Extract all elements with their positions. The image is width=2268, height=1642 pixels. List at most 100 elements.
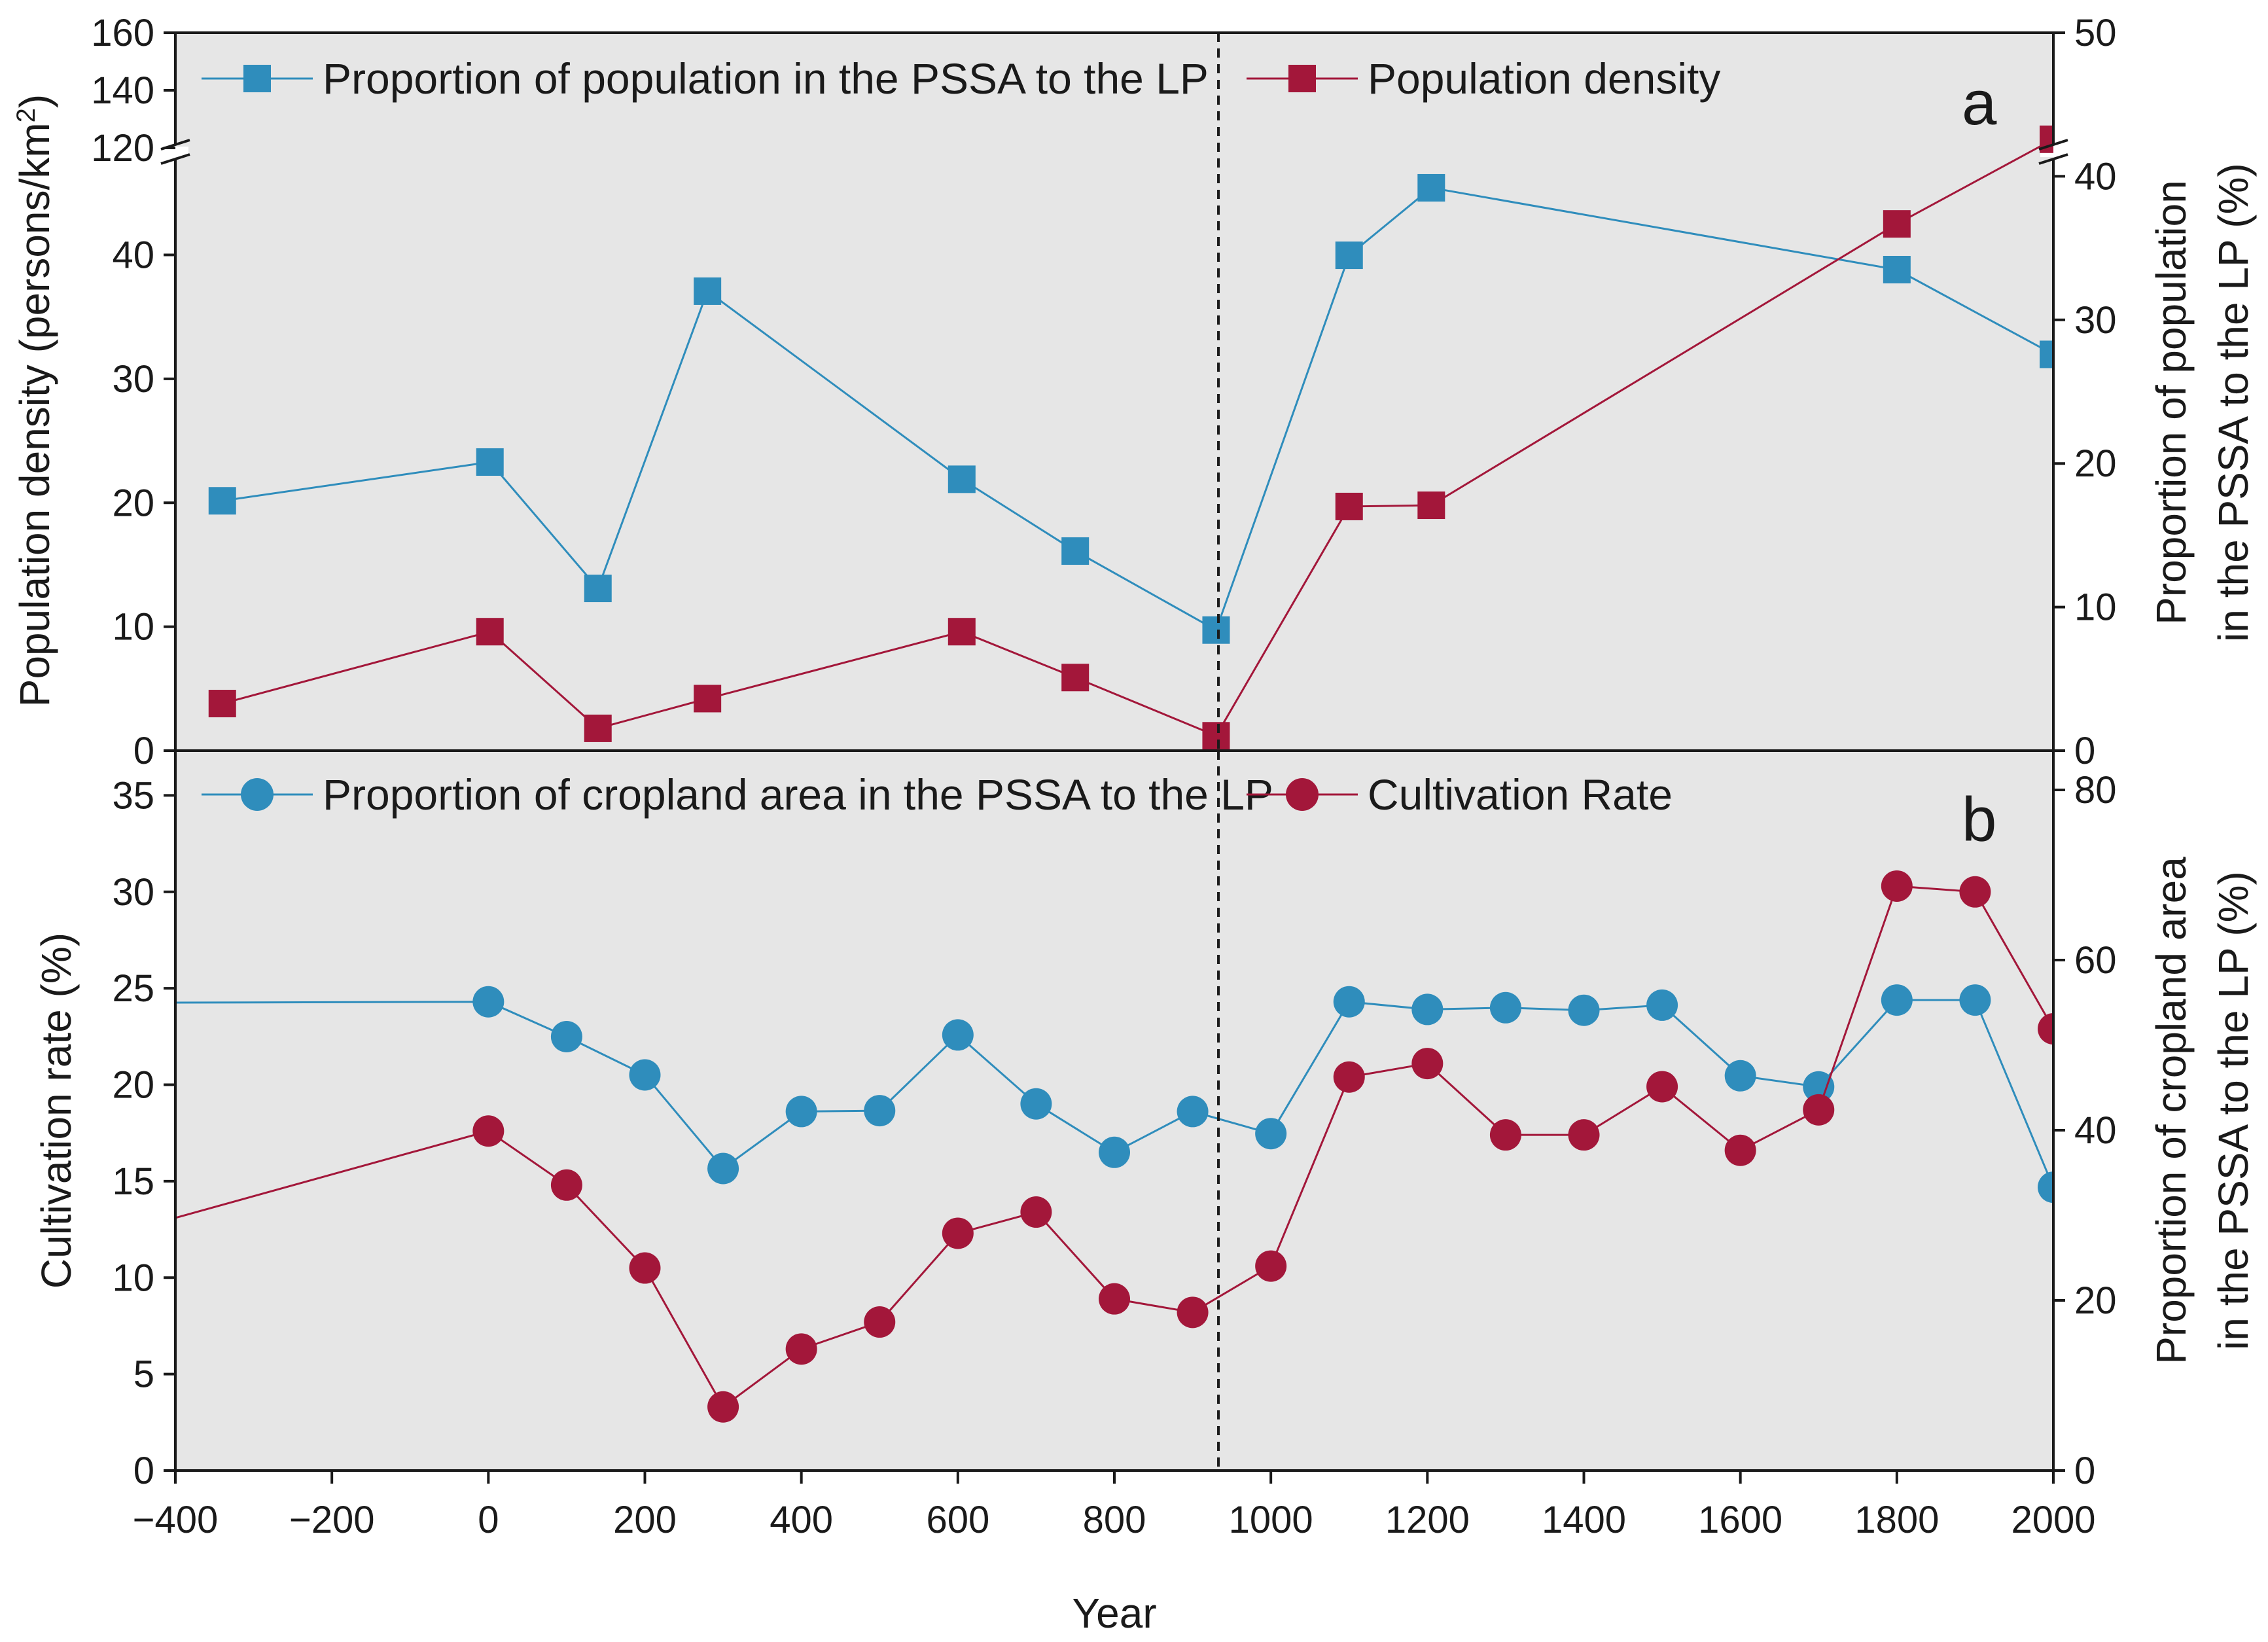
data-point-a-1	[694, 685, 722, 713]
panel-b-right-tick-label: 20	[2074, 1279, 2117, 1322]
data-point-b-0	[1881, 984, 1913, 1016]
data-point-b-1	[1411, 1048, 1444, 1080]
axis-break-mark-left	[160, 153, 190, 165]
axes: 0102030401201401600102030405005101520253…	[91, 12, 2116, 1541]
data-point-a-1	[1202, 722, 1230, 750]
legend-red-circle-marker	[1286, 778, 1319, 811]
panel-a-left-axis-title: Population density (persons/km2)	[11, 94, 58, 707]
panel-label-b: b	[1962, 785, 1996, 855]
ylabel-a-close: )	[11, 94, 58, 108]
data-point-b-0	[1803, 1071, 1835, 1103]
panel-a-right-tick-label: 50	[2074, 12, 2117, 54]
data-point-a-1	[208, 690, 236, 718]
x-tick-label: −200	[289, 1499, 375, 1541]
data-point-b-1	[1255, 1250, 1287, 1282]
x-tick-label: −400	[133, 1499, 219, 1541]
panel-a-series	[208, 125, 2053, 750]
data-point-b-0	[472, 986, 505, 1018]
x-axis-title: Year	[1072, 1590, 1156, 1637]
panel-a-left-tick-label: 30	[112, 358, 154, 401]
axis-break-mark-right	[2038, 153, 2068, 165]
data-point-b-1	[550, 1169, 582, 1201]
data-point-a-1	[948, 618, 976, 646]
legend-label-cultivation-rate: Cultivation Rate	[1368, 770, 1673, 819]
panel-b-right-tick-label: 80	[2074, 769, 2117, 812]
panel-b-left-tick-label: 35	[112, 774, 154, 817]
data-point-b-1	[1333, 1061, 1365, 1093]
legend-blue-circle-marker	[241, 778, 274, 811]
panel-b-left-tick-label: 30	[112, 871, 154, 914]
ylabel-a-superscript: 2	[12, 108, 41, 122]
panel-b-left-tick-label: 10	[112, 1257, 154, 1299]
legend-red-square-marker	[1288, 65, 1316, 92]
data-point-b-1	[629, 1252, 661, 1284]
panel-a-legend: Proportion of population in the PSSA to …	[202, 54, 1720, 103]
data-point-b-0	[1099, 1136, 1130, 1168]
x-tick-label: 800	[1083, 1499, 1146, 1541]
panel-a-right-tick-label: 40	[2074, 155, 2117, 198]
panel-a-right-tick-label: 0	[2074, 730, 2095, 772]
data-point-b-0	[1411, 993, 1444, 1026]
data-point-b-0	[864, 1095, 896, 1127]
data-point-a-0	[584, 575, 612, 603]
panel-a-left-tick-label: 0	[133, 730, 154, 772]
x-tick-label: 200	[613, 1499, 677, 1541]
data-point-b-1	[864, 1306, 896, 1338]
data-point-b-1	[1020, 1196, 1052, 1228]
data-point-b-1	[942, 1217, 974, 1249]
panel-a-background	[175, 33, 2053, 751]
panel-b-background	[175, 751, 2053, 1471]
panel-a-left-tick-label: 20	[112, 482, 154, 524]
data-point-a-0	[2040, 340, 2053, 368]
panel-b-left-tick-label: 20	[112, 1064, 154, 1107]
x-tick-label: 1800	[1854, 1499, 1939, 1541]
legend-label-cropland-proportion: Proportion of cropland area in the PSSA …	[323, 770, 1273, 819]
data-point-a-0	[1202, 616, 1230, 644]
panel-a-left-tick-label: 40	[112, 234, 154, 277]
data-point-b-0	[2038, 1171, 2053, 1204]
legend-label-population-density: Population density	[1368, 54, 1720, 103]
data-point-b-1	[785, 1333, 817, 1365]
x-tick-label: 600	[926, 1499, 989, 1541]
panel-b-left-tick-label: 25	[112, 967, 154, 1010]
data-point-a-1	[1061, 664, 1090, 692]
data-point-b-0	[550, 1021, 582, 1052]
data-point-b-0	[1020, 1088, 1052, 1120]
data-point-b-0	[629, 1059, 661, 1091]
data-point-a-1	[1883, 210, 1911, 238]
data-point-b-0	[1724, 1060, 1756, 1092]
data-point-b-0	[1177, 1096, 1209, 1128]
data-point-b-1	[1489, 1119, 1521, 1151]
data-point-a-1	[1417, 491, 1445, 520]
panel-a-right-axis-title-line1: Proportion of population	[2148, 180, 2195, 625]
data-point-b-0	[785, 1096, 817, 1128]
legend-label-population-proportion: Proportion of population in the PSSA to …	[323, 54, 1209, 103]
panel-b-right-tick-label: 60	[2074, 939, 2117, 982]
data-point-b-0	[1255, 1118, 1287, 1150]
series-line-b-0	[175, 999, 2053, 1188]
x-tick-label: 1000	[1229, 1499, 1313, 1541]
panel-b-series	[175, 870, 2053, 1423]
data-point-b-0	[1568, 994, 1600, 1026]
panel-b-left-tick-label: 0	[133, 1450, 154, 1492]
ylabel-a-main: Population density (persons/km	[11, 122, 58, 707]
series-line-b-1	[175, 885, 2053, 1408]
data-point-a-1	[476, 618, 504, 646]
x-tick-label: 1400	[1542, 1499, 1626, 1541]
x-tick-label: 1600	[1698, 1499, 1782, 1541]
data-point-b-0	[707, 1152, 739, 1185]
panel-a-left-tick-label: 120	[91, 127, 154, 170]
panel-b-right-axis-title-line2: in the PSSA to the LP (%)	[2210, 871, 2257, 1350]
data-point-a-0	[1417, 173, 1445, 202]
panel-a-left-tick-label: 10	[112, 606, 154, 649]
panel-a-right-axis-title-line2: in the PSSA to the LP (%)	[2210, 163, 2257, 642]
data-point-b-0	[1646, 989, 1678, 1021]
data-point-b-1	[1724, 1134, 1756, 1166]
x-tick-label: 0	[478, 1499, 499, 1541]
data-point-b-1	[1881, 870, 1913, 902]
x-tick-label: 1200	[1385, 1499, 1470, 1541]
data-point-b-1	[2038, 1013, 2053, 1045]
data-point-a-0	[208, 487, 236, 515]
axis-break-mark-right	[2038, 139, 2068, 151]
